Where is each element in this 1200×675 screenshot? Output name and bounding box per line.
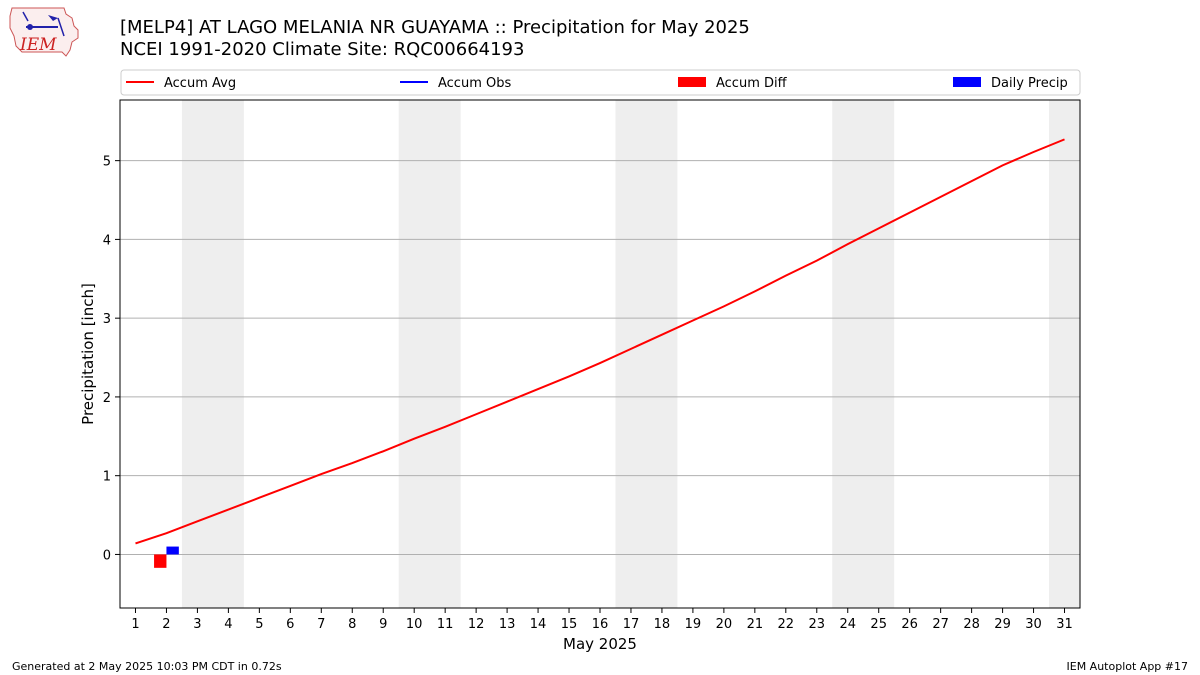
legend-marker-accum-diff — [678, 77, 706, 87]
y-tick-label-3: 3 — [103, 312, 111, 327]
y-tick-label-2: 2 — [103, 391, 111, 406]
legend-box — [120, 69, 1081, 96]
legend-label-accum-diff: Accum Diff — [716, 76, 788, 91]
x-tick-label-6: 6 — [286, 617, 294, 632]
x-tick-label-23: 23 — [809, 617, 826, 632]
legend: Accum Avg Accum Obs Accum Diff Daily Precip — [120, 69, 1081, 96]
iem-logo: IEM — [8, 6, 82, 64]
x-tick-label-19: 19 — [685, 617, 702, 632]
bar-daily-precip-2 — [166, 546, 179, 555]
chart-subtitle: NCEI 1991-2020 Climate Site: RQC00664193 — [120, 39, 525, 60]
x-tick-label-21: 21 — [747, 617, 764, 632]
weekend-shading — [181, 100, 1080, 608]
x-tick-label-11: 11 — [437, 617, 454, 632]
x-tick-label-26: 26 — [901, 617, 918, 632]
x-axis-label: May 2025 — [563, 635, 637, 653]
legend-marker-daily-precip — [953, 77, 981, 87]
y-tick-label-1: 1 — [103, 470, 111, 485]
series-line-accum-avg — [135, 138, 1065, 545]
y-gridlines — [120, 160, 1080, 555]
y-tick-label-5: 5 — [103, 155, 111, 170]
y-axis-ticks: 0 1 2 3 4 5 — [103, 155, 120, 563]
chart-title: [MELP4] AT LAGO MELANIA NR GUAYAMA :: Pr… — [120, 17, 750, 38]
weekend-band-4 — [1049, 100, 1080, 608]
x-tick-label-18: 18 — [654, 617, 671, 632]
x-tick-label-16: 16 — [592, 617, 609, 632]
x-tick-label-14: 14 — [530, 617, 547, 632]
weekend-band-2 — [615, 100, 678, 608]
x-tick-label-10: 10 — [406, 617, 423, 632]
x-tick-label-30: 30 — [1025, 617, 1042, 632]
x-tick-label-13: 13 — [499, 617, 516, 632]
y-tick-label-0: 0 — [103, 548, 111, 563]
x-tick-label-29: 29 — [994, 617, 1011, 632]
x-tick-label-25: 25 — [870, 617, 887, 632]
x-tick-label-9: 9 — [379, 617, 387, 632]
x-tick-label-22: 22 — [778, 617, 795, 632]
x-tick-label-28: 28 — [963, 617, 980, 632]
logo-text: IEM — [19, 35, 57, 55]
x-tick-label-4: 4 — [224, 617, 232, 632]
footer-app: IEM Autoplot App #17 — [1066, 660, 1189, 673]
x-tick-label-27: 27 — [932, 617, 949, 632]
weekend-band-3 — [832, 100, 895, 608]
x-tick-label-8: 8 — [348, 617, 356, 632]
legend-label-accum-avg: Accum Avg — [164, 76, 236, 91]
bar-accum-diff-2 — [154, 554, 167, 568]
weekend-band-0 — [181, 100, 244, 608]
legend-label-daily-precip: Daily Precip — [991, 76, 1068, 91]
x-tick-label-15: 15 — [561, 617, 578, 632]
legend-label-accum-obs: Accum Obs — [438, 76, 511, 91]
y-tick-label-4: 4 — [103, 233, 111, 248]
weekend-band-1 — [398, 100, 461, 608]
x-tick-label-1: 1 — [131, 617, 139, 632]
x-tick-label-31: 31 — [1056, 617, 1073, 632]
plot-frame — [119, 99, 1081, 609]
y-axis-label: Precipitation [inch] — [79, 283, 97, 425]
x-tick-label-12: 12 — [468, 617, 485, 632]
x-axis-ticks: 1 2 3 4 5 6 7 8 9 10 11 12 13 14 15 16 17 18 19 20 21 22 23 24 2… — [131, 608, 1073, 632]
x-tick-label-2: 2 — [162, 617, 170, 632]
x-tick-label-24: 24 — [839, 617, 856, 632]
x-tick-label-17: 17 — [623, 617, 640, 632]
x-tick-label-7: 7 — [317, 617, 325, 632]
x-tick-label-5: 5 — [255, 617, 263, 632]
x-tick-label-20: 20 — [716, 617, 733, 632]
series-group — [135, 138, 1065, 568]
footer-generated: Generated at 2 May 2025 10:03 PM CDT in … — [12, 660, 282, 673]
x-tick-label-3: 3 — [193, 617, 201, 632]
